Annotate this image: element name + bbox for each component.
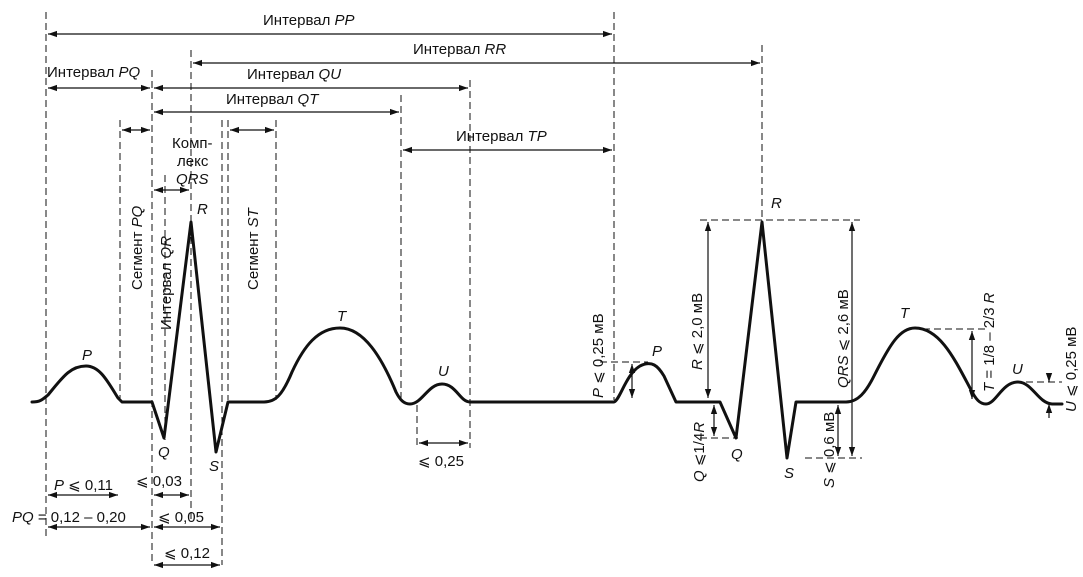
u-amplitude-label: U ⩽ 0,25 мВ [1063,327,1080,412]
wave-s2: S [784,465,794,482]
pq-duration-label: PQ = 0,12 – 0,20 [12,509,126,526]
qrs-amplitude-label: QRS ⩽ 2,6 мВ [835,289,852,388]
svg-text:QRS: QRS [176,171,209,188]
amplitude-arrows [628,222,1053,456]
wave-letters: P Q R S T U P Q R S T U [82,195,1023,482]
t-amplitude-label: T = 1/8 – 2/3R [981,292,998,392]
q-amplitude-label: Q ⩽1/4R [691,422,708,482]
q-s-duration-label: ⩽ 0,05 [158,509,204,526]
wave-u2: U [1012,361,1023,378]
wave-t2: T [900,305,911,322]
interval-tp-label: Интервал TP [456,128,547,145]
qrs-duration-label: ⩽ 0,12 [164,545,210,562]
interval-pp-label: Интервал PP [263,12,355,29]
wave-r: R [197,201,208,218]
wave-p: P [82,347,92,364]
u-duration-label: ⩽ 0,25 [418,453,464,470]
r-amplitude-label: R ⩽ 2,0 мВ [689,293,706,370]
p-duration-label: P ⩽ 0,11 [54,477,113,494]
duration-measurements: P ⩽ 0,11 ⩽ 0,03 PQ = 0,12 – 0,20 ⩽ 0,05 … [12,453,464,562]
segment-st-label: Сегмент ST [245,206,262,290]
wave-p2: P [652,343,662,360]
wave-u: U [438,363,449,380]
wave-s: S [209,458,219,475]
ecg-waveform [30,220,1064,460]
interval-pq-label: Интервал PQ [47,64,141,81]
amplitude-measurements: P ⩽ 0,25 мВ R ⩽ 2,0 мВ Q ⩽1/4R S ⩽ 0,6 м… [590,289,1080,488]
wave-r2: R [771,195,782,212]
p-amplitude-label: P ⩽ 0,25 мВ [590,313,607,398]
wave-t: T [337,308,348,325]
interval-qr-label: Интервал QR [158,236,175,330]
segment-labels: Сегмент PQ Сегмент ST [129,205,262,290]
s-amplitude-label: S ⩽ 0,6 мВ [821,412,838,488]
segment-pq-label: Сегмент PQ [129,205,146,290]
wave-q: Q [158,444,170,461]
interval-rr-label: Интервал RR [413,41,506,58]
qr-duration-label: ⩽ 0,03 [136,473,182,490]
wave-q2: Q [731,446,743,463]
svg-text:лекс: лекс [177,153,209,170]
qrs-complex-label: Комп- лекс QRS [172,135,213,188]
interval-labels: Интервал PP Интервал RR Интервал PQ Инте… [47,12,547,330]
interval-qu-label: Интервал QU [247,66,341,83]
interval-arrows [48,30,760,569]
svg-text:Комп-: Комп- [172,135,213,152]
interval-qt-label: Интервал QT [226,91,320,108]
